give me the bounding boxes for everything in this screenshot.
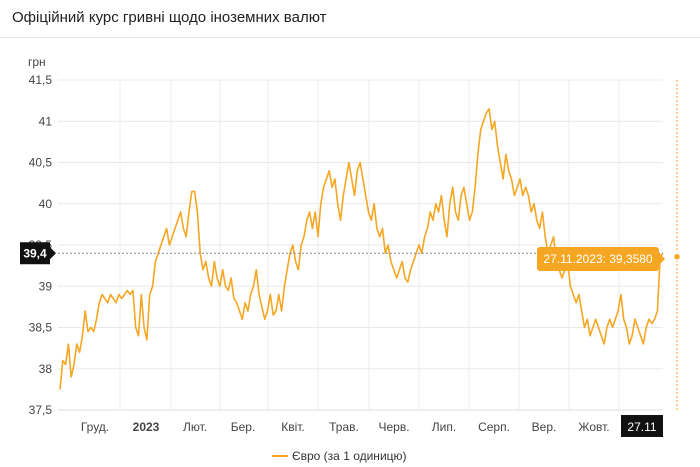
x-tick-label: Трав. — [329, 420, 359, 434]
y-tick-label: 37,5 — [29, 403, 53, 417]
x-tick-label: Квіт. — [281, 420, 305, 434]
y-tick-label: 40 — [39, 197, 53, 211]
y-crosshair-label: 39,4 — [23, 246, 47, 260]
legend-label: Євро (за 1 одиницю) — [292, 449, 407, 463]
x-tick-label: Бер. — [231, 420, 256, 434]
series-lines — [59, 108, 664, 390]
y-tick-label: 40,5 — [29, 156, 53, 170]
y-axis-label: грн — [28, 55, 46, 69]
y-crosshair-label-bg — [20, 242, 50, 265]
x-tick-label: Груд. — [81, 420, 109, 434]
tooltip-arrow — [659, 253, 665, 265]
x-tick-label: Лют. — [183, 420, 207, 434]
tooltip-bg — [537, 247, 659, 271]
y-tick-label: 41,5 — [29, 73, 53, 87]
tooltip-marker — [672, 252, 682, 261]
chart-header: Офіційний курс гривні щодо іноземних вал… — [0, 0, 700, 38]
y-tick-label: 38,5 — [29, 321, 53, 335]
x-tick-label: Жовт. — [578, 420, 609, 434]
y-tick-label: 38 — [39, 362, 53, 376]
tooltip-text: 27.11.2023: 39,3580 — [543, 252, 653, 266]
series-line-euro — [59, 108, 664, 390]
x-crosshair-label-bg — [621, 415, 663, 437]
chart-overlay: 39,4 27.11.2023: 39,3580 — [20, 80, 682, 410]
y-tick-label: 39 — [39, 279, 53, 293]
x-tick-label: Лип. — [432, 420, 456, 434]
y-tick-label: 41 — [39, 114, 53, 128]
y-crosshair-label-arrow — [50, 247, 56, 260]
x-crosshair-label: 27.11 — [627, 420, 656, 434]
legend[interactable]: Євро (за 1 одиницю) — [272, 449, 407, 463]
x-tick-label: Черв. — [378, 420, 409, 434]
x-tick-label: 2023 — [133, 420, 160, 434]
x-tick-label: Серп. — [478, 420, 510, 434]
chart-title: Офіційний курс гривні щодо іноземних вал… — [12, 9, 327, 26]
x-tick-label: Вер. — [532, 420, 557, 434]
grid — [58, 79, 663, 411]
x-axis-ticks: Груд. 2023 Лют. Бер. Квіт. Трав. Черв. Лип. Серп… — [81, 415, 663, 437]
